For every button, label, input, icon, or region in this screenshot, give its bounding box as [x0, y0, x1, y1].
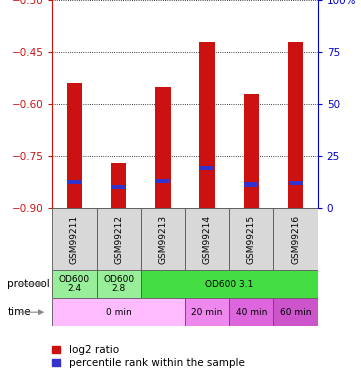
Text: GSM99212: GSM99212	[114, 214, 123, 264]
Bar	[288, 42, 303, 208]
Bar	[200, 166, 214, 170]
Bar	[141, 270, 318, 298]
Text: 60 min: 60 min	[280, 308, 311, 316]
Bar	[68, 180, 82, 184]
Bar	[111, 163, 126, 208]
Text: GSM99215: GSM99215	[247, 214, 256, 264]
Bar	[97, 208, 141, 270]
Bar	[97, 270, 141, 298]
Text: 40 min: 40 min	[236, 308, 267, 316]
Legend: log2 ratio, percentile rank within the sample: log2 ratio, percentile rank within the s…	[52, 345, 245, 368]
Text: GSM99216: GSM99216	[291, 214, 300, 264]
Text: time: time	[7, 307, 31, 317]
Text: OD600
2.8: OD600 2.8	[103, 275, 134, 293]
Bar	[52, 298, 185, 326]
Bar	[141, 208, 185, 270]
Bar	[185, 298, 229, 326]
Bar	[229, 208, 274, 270]
Bar	[288, 181, 303, 185]
Text: GSM99213: GSM99213	[158, 214, 168, 264]
Bar	[229, 298, 274, 326]
Bar	[155, 87, 171, 208]
Bar	[185, 208, 229, 270]
Text: 0 min: 0 min	[106, 308, 131, 316]
Text: GSM99214: GSM99214	[203, 214, 212, 264]
Text: OD600 3.1: OD600 3.1	[205, 280, 253, 289]
Bar	[52, 208, 97, 270]
Bar	[156, 179, 170, 183]
Text: GSM99211: GSM99211	[70, 214, 79, 264]
Text: 20 min: 20 min	[191, 308, 223, 316]
Bar	[199, 42, 215, 208]
Bar	[274, 298, 318, 326]
Text: protocol: protocol	[7, 279, 50, 289]
Bar	[244, 94, 259, 208]
Bar	[52, 270, 97, 298]
Bar	[67, 83, 82, 208]
Bar	[112, 184, 126, 189]
Bar	[274, 208, 318, 270]
Bar	[244, 183, 258, 187]
Text: OD600
2.4: OD600 2.4	[59, 275, 90, 293]
